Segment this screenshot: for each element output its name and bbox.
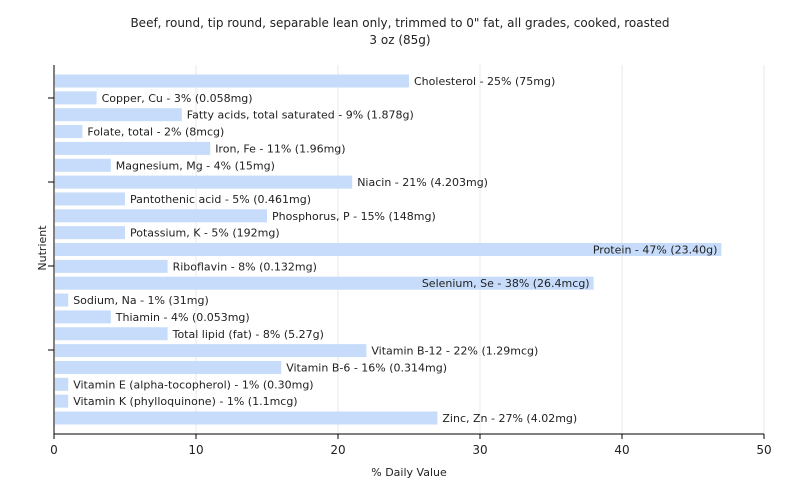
bar (55, 310, 111, 324)
bar (55, 125, 83, 139)
bar (55, 226, 125, 240)
bar (55, 243, 722, 256)
chart-subtitle: 3 oz (85g) (369, 33, 430, 47)
bar-label: Selenium, Se - 38% (26.4mcg) (422, 277, 590, 290)
bar (55, 192, 125, 206)
x-tick-label: 40 (614, 443, 629, 457)
bar (55, 327, 168, 341)
bar (55, 411, 438, 425)
bar-label: Vitamin K (phylloquinone) - 1% (1.1mcg) (73, 395, 297, 408)
bar (55, 209, 267, 223)
bar-label: Iron, Fe - 11% (1.96mg) (215, 142, 345, 155)
bar (55, 276, 594, 290)
bar-label: Folate, total - 2% (8mcg) (87, 126, 224, 139)
bar-label: Potassium, K - 5% (192mg) (130, 227, 280, 240)
bar-label: Fatty acids, total saturated - 9% (1.878… (187, 109, 414, 122)
x-tick-label: 30 (472, 443, 487, 457)
bar-label: Niacin - 21% (4.203mg) (357, 176, 488, 189)
bar (55, 175, 353, 189)
bars: Cholesterol - 25% (75mg) Copper, Cu - 3% … (55, 74, 722, 425)
bar-label: Vitamin B-6 - 16% (0.314mg) (286, 361, 447, 374)
bar (55, 91, 97, 105)
bar (55, 259, 168, 273)
x-axis-label: % Daily Value (371, 466, 447, 479)
bar-label: Sodium, Na - 1% (31mg) (73, 294, 209, 307)
bar-label: Riboflavin - 8% (0.132mg) (173, 260, 317, 273)
bar (55, 141, 211, 155)
bar (55, 377, 69, 391)
bar (55, 344, 367, 358)
bar-label: Zinc, Zn - 27% (4.02mg) (442, 412, 577, 425)
x-axis-ticks: 0 10 20 30 40 50 (50, 434, 772, 457)
bar-label: Total lipid (fat) - 8% (5.27g) (172, 328, 324, 341)
axes (48, 65, 764, 435)
bar (55, 360, 282, 374)
bar-label: Cholesterol - 25% (75mg) (414, 75, 555, 88)
bar (55, 74, 409, 88)
bar (55, 108, 182, 122)
x-tick-label: 20 (330, 443, 345, 457)
bar-label: Thiamin - 4% (0.053mg) (115, 311, 250, 324)
bar-label: Copper, Cu - 3% (0.058mg) (102, 92, 253, 105)
bar (55, 394, 69, 408)
bar-label: Magnesium, Mg - 4% (15mg) (116, 159, 275, 172)
x-tick-label: 0 (50, 443, 58, 457)
bar-label: Vitamin B-12 - 22% (1.29mcg) (371, 345, 538, 358)
x-tick-label: 50 (756, 443, 771, 457)
bar-label: Pantothenic acid - 5% (0.461mg) (130, 193, 311, 206)
y-axis-label: Nutrient (36, 225, 49, 271)
x-tick-label: 10 (188, 443, 203, 457)
bar-label: Phosphorus, P - 15% (148mg) (272, 210, 436, 223)
bar (55, 293, 69, 307)
bar-label: Vitamin E (alpha-tocopherol) - 1% (0.30m… (73, 378, 313, 391)
bar (55, 158, 111, 172)
bar-label: Protein - 47% (23.40g) (593, 244, 718, 257)
chart-title: Beef, round, tip round, separable lean o… (130, 16, 669, 30)
